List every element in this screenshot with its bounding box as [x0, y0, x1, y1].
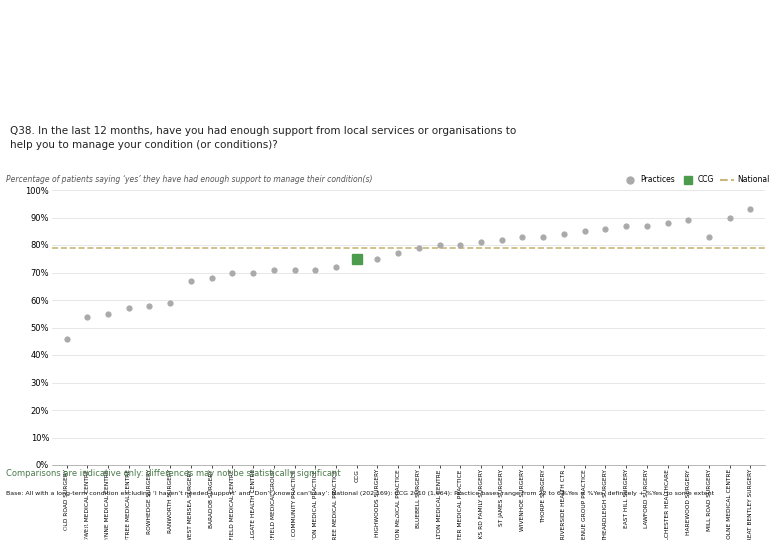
Text: 37: 37: [382, 516, 398, 529]
Text: Support with managing long-term health conditions:
how the CCG’s practices compa: Support with managing long-term health c…: [10, 35, 488, 71]
Legend: Practices, CCG, National: Practices, CCG, National: [620, 172, 772, 187]
Text: Percentage of patients saying ‘yes’ they have had enough support to manage their: Percentage of patients saying ‘yes’ they…: [6, 176, 373, 185]
Text: Comparisons are indicative only: differences may not be statistically significan: Comparisons are indicative only: differe…: [6, 469, 341, 478]
Text: Ipsos MORI: Ipsos MORI: [6, 512, 59, 522]
Text: © Ipsos MORI    18-042653-01 | Version 1 | Public: © Ipsos MORI 18-042653-01 | Version 1 | …: [6, 536, 143, 540]
Text: Q38. In the last 12 months, have you had enough support from local services or o: Q38. In the last 12 months, have you had…: [10, 125, 516, 150]
Text: Social Research Institute: Social Research Institute: [6, 524, 93, 531]
Text: %Yes = %Yes, definitely + %Yes, to some extent: %Yes = %Yes, definitely + %Yes, to some …: [562, 491, 714, 496]
Text: Base: All with a long-term condition excluding ‘I haven’t needed support’ and ‘D: Base: All with a long-term condition exc…: [6, 491, 565, 496]
